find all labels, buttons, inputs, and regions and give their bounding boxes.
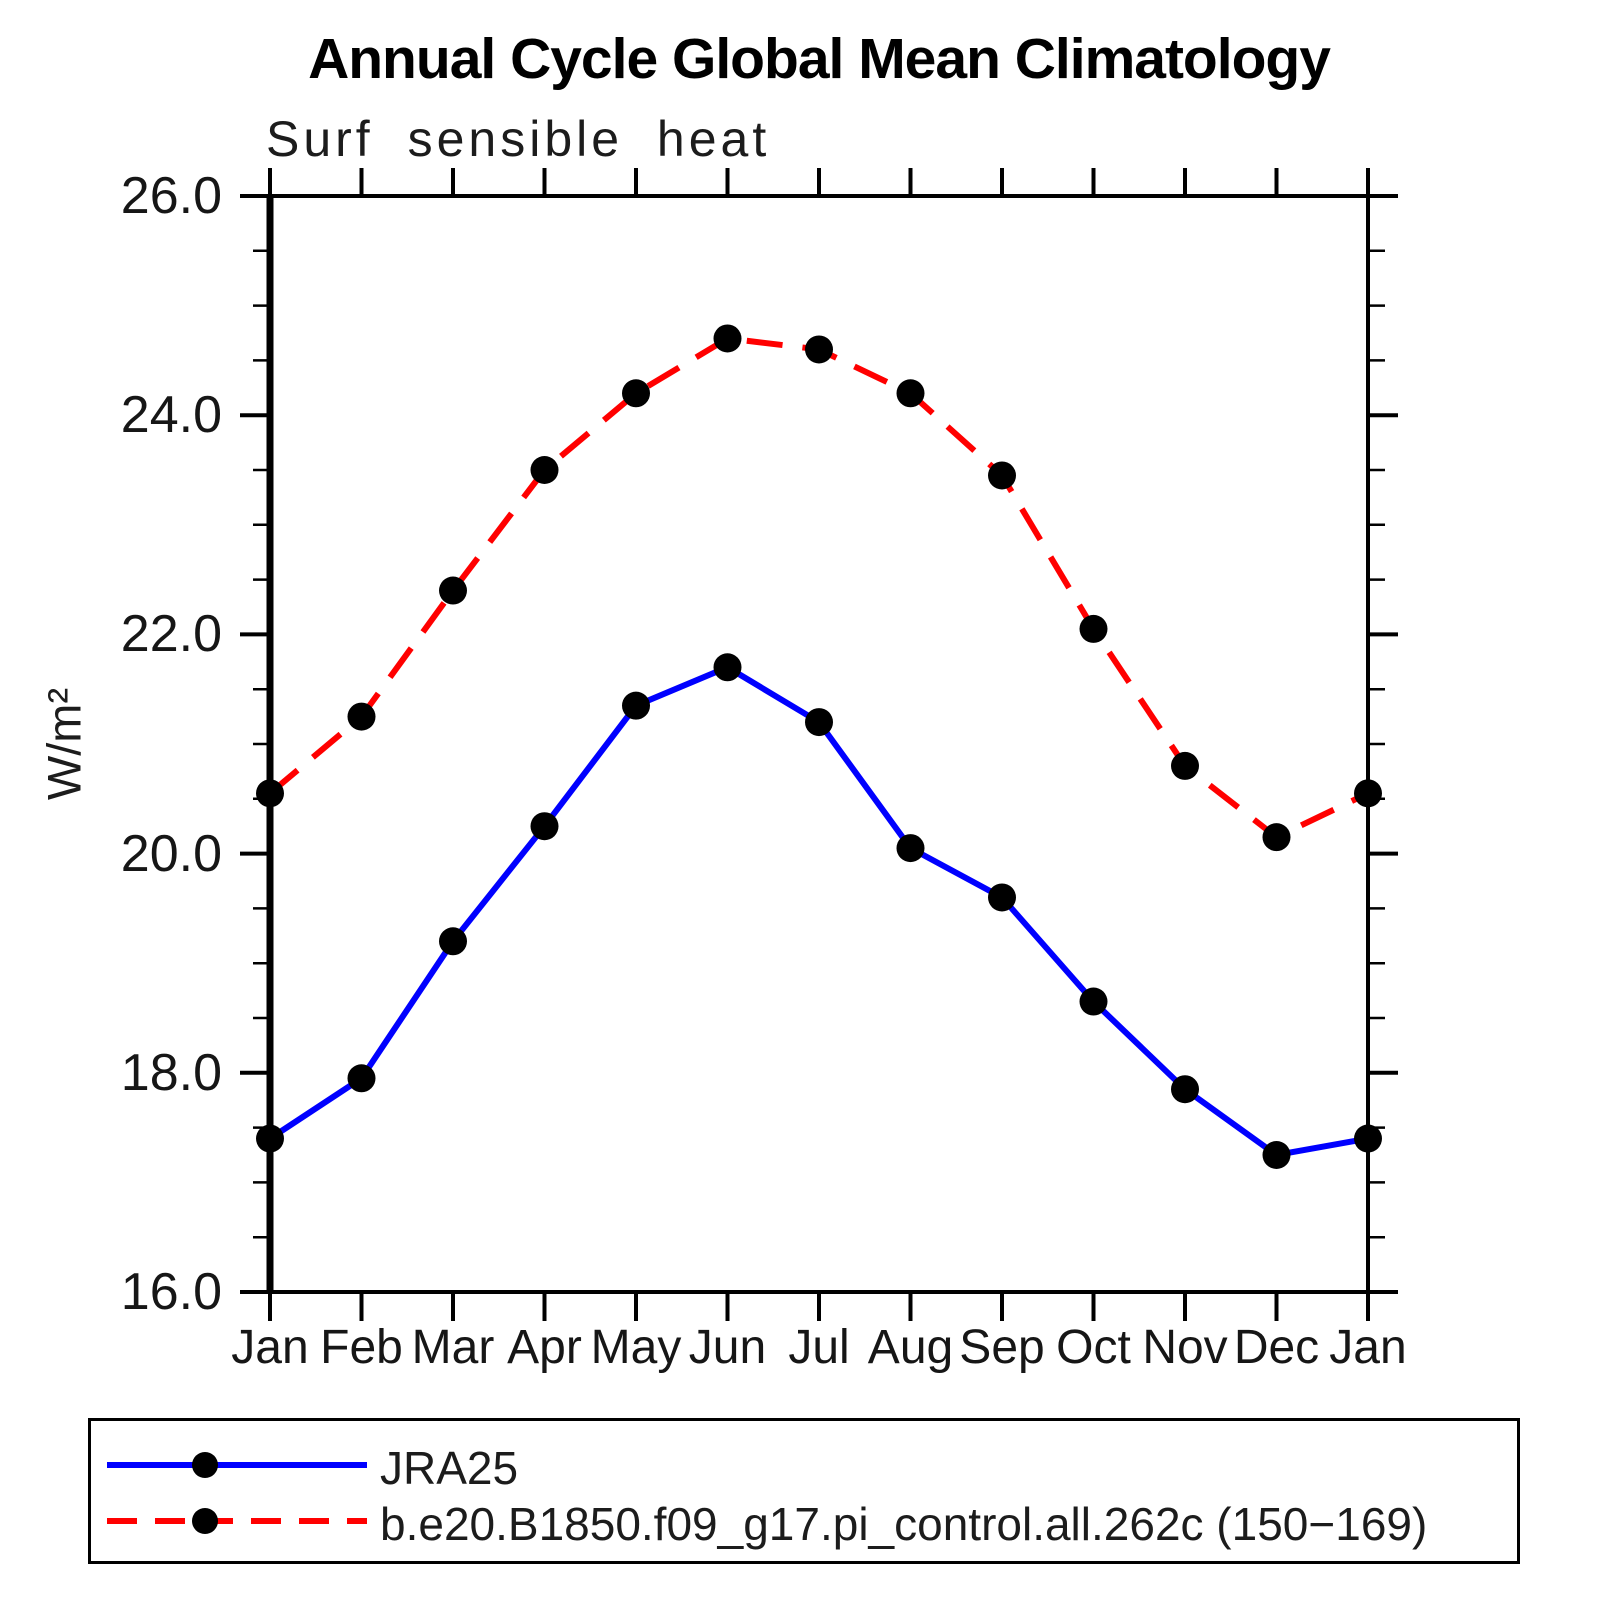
- data-point-0-Mar: [439, 927, 467, 956]
- x-tick-label-12: Jan: [1329, 1321, 1407, 1374]
- legend-sample-dashed-line: [107, 1508, 367, 1534]
- data-point-1-Jun: [713, 324, 742, 353]
- data-point-0-Jul: [805, 708, 833, 737]
- x-tick-label-2: Mar: [411, 1321, 495, 1374]
- x-tick-label-8: Sep: [959, 1321, 1045, 1374]
- y-tick-label: 24.0: [120, 386, 222, 445]
- data-point-0-Jan: [1354, 1124, 1382, 1153]
- data-point-0-Apr: [530, 812, 559, 841]
- y-tick-label: 16.0: [120, 1263, 222, 1321]
- x-tick-label-3: Apr: [507, 1321, 582, 1374]
- data-point-0-Dec: [1262, 1141, 1291, 1169]
- x-tick-label-11: Dec: [1233, 1321, 1320, 1374]
- y-tick-label: 18.0: [120, 1043, 222, 1102]
- series-line-0: [268, 663, 1369, 1159]
- data-point-1-May: [622, 379, 650, 408]
- data-point-1-Jan: [256, 779, 284, 808]
- data-point-0-Nov: [1171, 1075, 1199, 1104]
- data-point-0-Oct: [1079, 987, 1108, 1016]
- data-point-1-Feb: [347, 702, 376, 731]
- x-tick-label-10: Nov: [1142, 1321, 1228, 1374]
- data-point-1-Apr: [530, 456, 559, 484]
- data-point-1-Dec: [1262, 823, 1291, 852]
- x-tick-label-5: Jun: [688, 1321, 767, 1374]
- x-tick-label-0: Jan: [231, 1321, 309, 1374]
- legend-entry-jra25: JRA25: [91, 1442, 1517, 1494]
- x-tick-label-1: Feb: [320, 1321, 403, 1374]
- legend-label-jra25: JRA25: [380, 1442, 519, 1494]
- x-tick-label-6: Jul: [788, 1321, 850, 1374]
- y-tick-label: 26.0: [120, 167, 222, 225]
- data-point-0-Aug: [896, 834, 925, 863]
- legend-entry-model: b.e20.B1850.f09_g17.pi_control.all.262c …: [91, 1498, 1517, 1550]
- data-point-1-Mar: [439, 576, 467, 605]
- x-tick-label-9: Oct: [1056, 1321, 1131, 1374]
- chart-subtitle: Surf sensible heat: [266, 111, 771, 167]
- data-point-0-Jun: [713, 653, 742, 682]
- data-point-0-Sep: [988, 883, 1016, 912]
- series-line-1: [268, 335, 1370, 841]
- chart-title: Annual Cycle Global Mean Climatology: [308, 27, 1331, 91]
- data-point-1-Jan: [1354, 779, 1382, 808]
- data-point-1-Oct: [1079, 614, 1108, 643]
- data-point-0-Jan: [256, 1124, 284, 1153]
- data-point-0-May: [622, 691, 650, 720]
- x-tick-label-7: Aug: [867, 1321, 954, 1374]
- data-point-1-Jul: [805, 335, 833, 364]
- data-point-0-Feb: [347, 1064, 376, 1093]
- legend-label-model: b.e20.B1850.f09_g17.pi_control.all.262c …: [380, 1498, 1428, 1550]
- data-point-1-Sep: [988, 461, 1016, 490]
- data-point-1-Aug: [896, 379, 925, 408]
- y-tick-label: 20.0: [120, 824, 222, 883]
- legend: JRA25 b.e20.B1850.f09_g17.pi_control.all…: [88, 1418, 1520, 1564]
- y-tick-label: 22.0: [120, 605, 222, 664]
- data-point-1-Nov: [1171, 751, 1199, 780]
- legend-sample-solid-line: [107, 1452, 367, 1478]
- x-tick-label-4: May: [590, 1321, 682, 1374]
